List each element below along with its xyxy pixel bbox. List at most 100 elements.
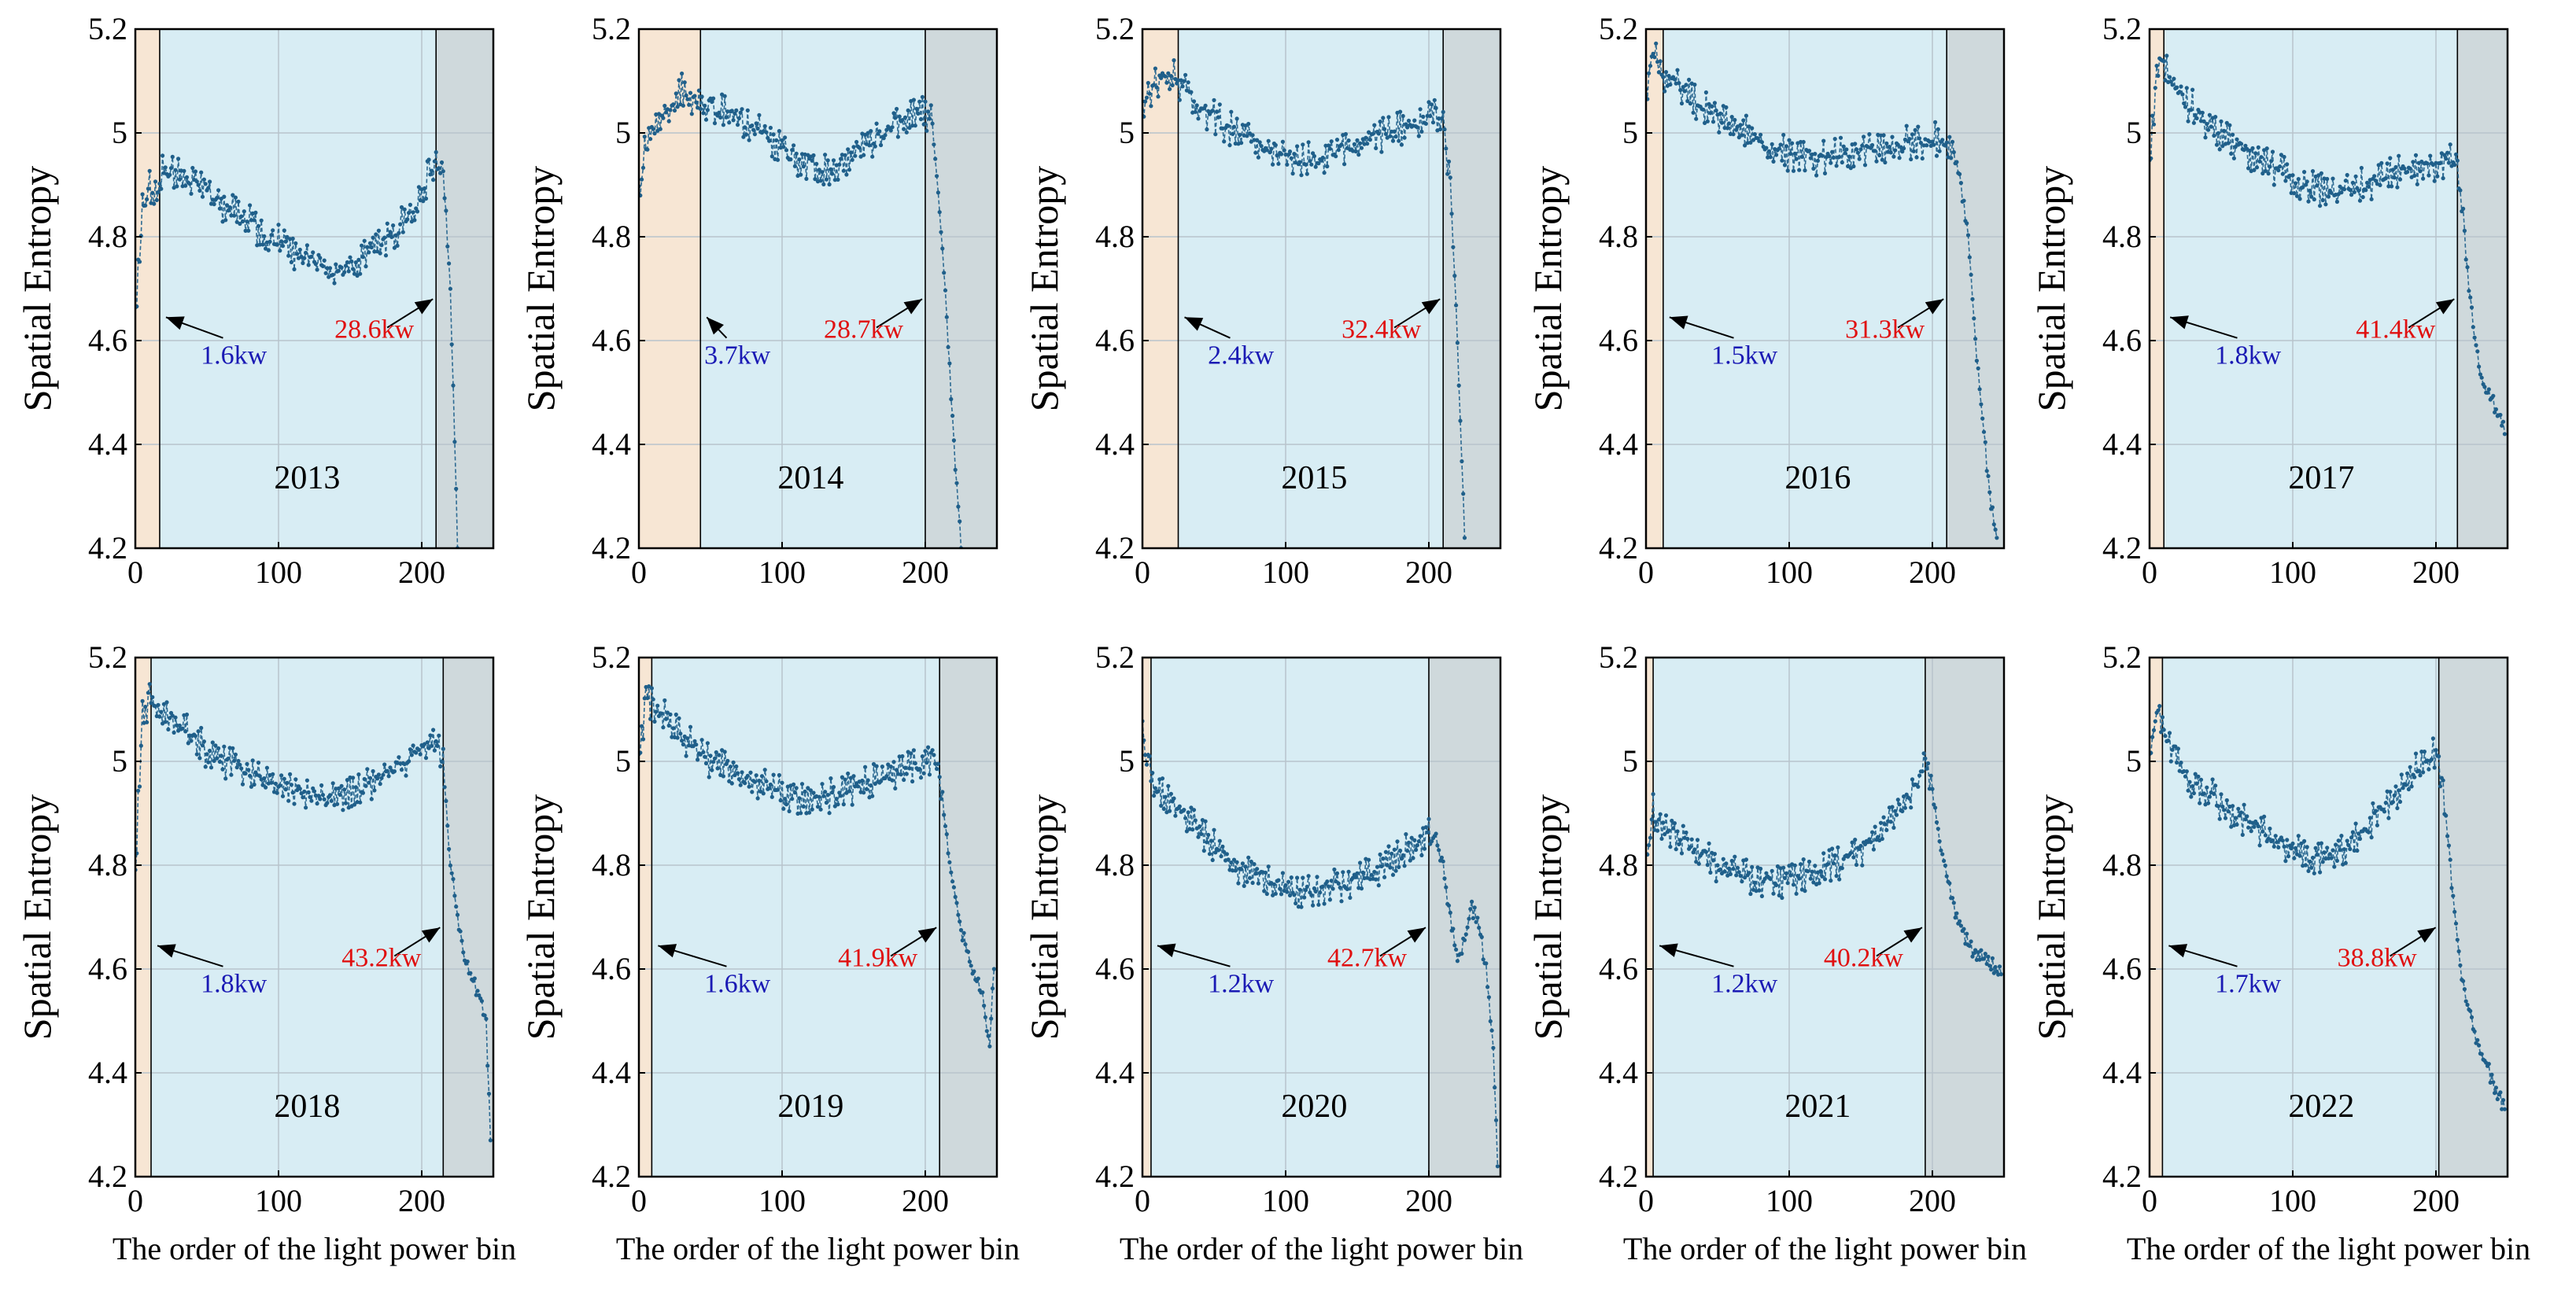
data-point xyxy=(918,776,924,780)
data-point xyxy=(2233,145,2238,149)
data-point xyxy=(1831,155,1836,160)
data-point xyxy=(2452,163,2457,168)
data-point xyxy=(1309,893,1314,897)
data-point xyxy=(2479,375,2484,380)
data-point xyxy=(904,130,909,134)
data-point xyxy=(1455,959,1460,964)
data-point xyxy=(343,263,349,268)
data-point xyxy=(1914,155,1919,160)
data-point xyxy=(189,739,194,743)
data-point xyxy=(382,235,387,240)
data-point xyxy=(2247,149,2252,153)
data-point xyxy=(1388,134,1393,138)
data-point xyxy=(2236,806,2241,811)
data-point xyxy=(2319,171,2323,175)
data-point xyxy=(1984,469,1989,473)
data-point xyxy=(1770,868,1774,873)
data-point xyxy=(458,929,463,934)
data-point xyxy=(2469,305,2475,310)
data-point xyxy=(2179,761,2183,765)
data-point xyxy=(1203,103,1208,108)
data-point xyxy=(1873,824,1877,829)
data-point xyxy=(275,790,279,795)
data-point xyxy=(1376,883,1381,888)
data-point xyxy=(2349,193,2354,197)
data-point xyxy=(1308,159,1312,164)
data-point xyxy=(1446,903,1452,908)
data-point xyxy=(1493,1118,1499,1122)
data-point xyxy=(984,1029,989,1034)
data-point xyxy=(895,768,899,772)
x-axis-label: The order of the light power bin xyxy=(113,1231,516,1266)
data-point xyxy=(2455,938,2460,942)
data-point xyxy=(2445,834,2450,838)
data-point xyxy=(2201,119,2206,123)
data-point xyxy=(325,266,330,271)
data-point xyxy=(1301,875,1305,880)
data-point xyxy=(426,746,431,750)
data-point xyxy=(1279,892,1284,897)
data-point xyxy=(722,750,727,754)
data-point xyxy=(405,217,410,222)
data-point xyxy=(1976,950,1980,955)
data-point xyxy=(345,260,349,265)
data-point xyxy=(2357,198,2363,203)
y-tick-label: 4.6 xyxy=(1599,951,1638,986)
data-point xyxy=(1821,138,1826,143)
y-tick-label: 4.8 xyxy=(1095,847,1135,882)
data-point xyxy=(392,769,397,774)
data-point xyxy=(2486,387,2491,392)
data-point xyxy=(1733,854,1737,859)
data-point xyxy=(2231,132,2235,137)
data-point xyxy=(1778,142,1783,147)
data-point xyxy=(1768,877,1773,882)
data-point xyxy=(2159,730,2164,735)
data-point xyxy=(212,202,216,207)
data-point xyxy=(438,764,443,769)
data-point xyxy=(2238,813,2242,818)
axes-frame xyxy=(1644,656,2006,1178)
y-tick-label: 4.2 xyxy=(1095,1159,1135,1194)
data-point xyxy=(1764,871,1769,875)
y-tick-label: 4.6 xyxy=(1599,322,1638,358)
data-point xyxy=(2308,188,2312,193)
data-point xyxy=(441,169,445,174)
data-point xyxy=(1883,160,1888,165)
data-point xyxy=(662,103,667,109)
y-tick-label: 5 xyxy=(1622,115,1638,150)
data-point xyxy=(1159,803,1164,808)
data-point xyxy=(208,748,212,754)
data-point xyxy=(1837,877,1842,882)
data-point xyxy=(672,108,677,113)
low-region xyxy=(135,29,160,548)
low-power-label: 1.8kw xyxy=(201,970,268,999)
data-point xyxy=(645,695,650,701)
data-point xyxy=(146,186,150,191)
data-point xyxy=(2290,173,2295,178)
data-point xyxy=(1416,839,1421,844)
data-point xyxy=(1397,864,1401,869)
data-point xyxy=(1239,141,1244,146)
data-point xyxy=(661,116,666,120)
data-point xyxy=(2201,791,2206,796)
data-point xyxy=(1320,155,1325,160)
data-point xyxy=(1198,824,1202,829)
data-point xyxy=(2214,142,2220,147)
data-point xyxy=(388,230,393,234)
x-tick-label: 100 xyxy=(2269,1183,2316,1218)
data-point xyxy=(2205,121,2209,127)
data-point xyxy=(223,776,228,781)
data-point xyxy=(775,787,781,792)
data-point xyxy=(1316,902,1321,907)
data-point xyxy=(748,770,753,775)
data-point xyxy=(841,168,846,173)
data-point xyxy=(249,784,253,789)
data-point xyxy=(725,109,730,114)
data-point xyxy=(1801,139,1806,145)
data-point xyxy=(187,733,192,738)
data-point xyxy=(444,798,448,804)
mid-region xyxy=(2164,29,2458,548)
data-point xyxy=(150,190,155,195)
data-point xyxy=(687,102,692,107)
data-point xyxy=(2500,1098,2506,1103)
